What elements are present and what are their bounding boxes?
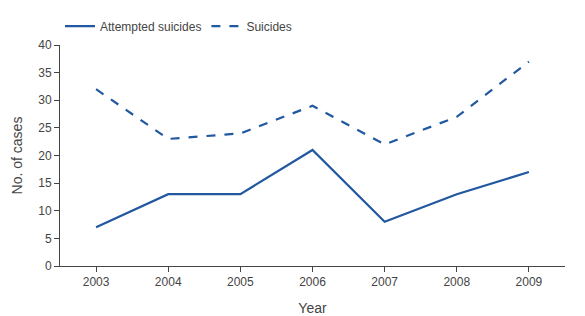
svg-text:Suicides: Suicides — [246, 20, 291, 34]
svg-text:Year: Year — [298, 300, 327, 316]
svg-text:20: 20 — [38, 149, 52, 163]
svg-text:25: 25 — [38, 121, 52, 135]
svg-text:5: 5 — [45, 232, 52, 246]
svg-text:2009: 2009 — [516, 275, 543, 289]
svg-text:15: 15 — [38, 176, 52, 190]
svg-text:No. of cases: No. of cases — [9, 117, 25, 195]
svg-text:Attempted suicides: Attempted suicides — [100, 20, 201, 34]
svg-text:2004: 2004 — [155, 275, 182, 289]
svg-text:35: 35 — [38, 66, 52, 80]
svg-text:40: 40 — [38, 38, 52, 52]
svg-text:2005: 2005 — [227, 275, 254, 289]
svg-text:2003: 2003 — [83, 275, 110, 289]
svg-text:0: 0 — [45, 259, 52, 273]
svg-text:2007: 2007 — [371, 275, 398, 289]
svg-text:30: 30 — [38, 93, 52, 107]
svg-text:2008: 2008 — [443, 275, 470, 289]
svg-text:10: 10 — [38, 204, 52, 218]
svg-text:2006: 2006 — [299, 275, 326, 289]
